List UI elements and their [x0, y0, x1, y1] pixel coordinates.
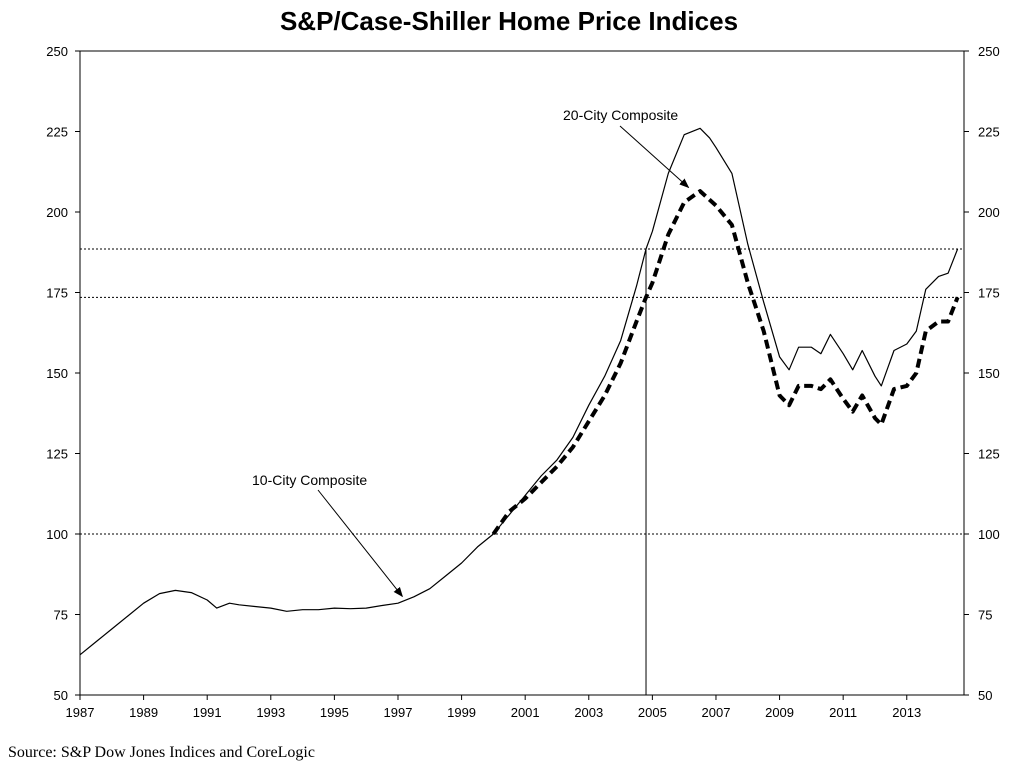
- y-tick-label-left: 150: [46, 366, 68, 381]
- y-tick-label-right: 225: [978, 125, 1000, 140]
- x-tick-label: 1995: [320, 705, 349, 720]
- x-tick-label: 1999: [447, 705, 476, 720]
- series-lines: [79, 127, 960, 656]
- y-tick-label-left: 175: [46, 286, 68, 301]
- annotation-arrow-20-city: [619, 125, 690, 189]
- y-tick-label-left: 200: [46, 205, 68, 220]
- y-tick-label-right: 125: [978, 447, 1000, 462]
- y-tick-label-right: 50: [978, 688, 992, 703]
- chart-title: S&P/Case-Shiller Home Price Indices: [279, 6, 739, 36]
- annotation-arrow-10-city: [317, 489, 403, 598]
- x-tick-label: 2009: [765, 705, 794, 720]
- x-tick-label: 1993: [256, 705, 285, 720]
- y-tick-label-left: 75: [54, 608, 68, 623]
- x-tick-label: 2011: [829, 705, 857, 720]
- x-tick-label: 2013: [892, 705, 921, 720]
- x-tick-label: 1989: [129, 705, 158, 720]
- x-tick-label: 2005: [638, 705, 667, 720]
- annotation-20-city: 20-City Composite: [563, 107, 678, 123]
- y-tick-label-left: 100: [46, 527, 68, 542]
- y-tick-label-right: 250: [978, 44, 1000, 59]
- y-tick-label-left: 250: [46, 44, 68, 59]
- annotations: 10-City Composite 20-City Composite: [252, 107, 690, 598]
- x-tick-label: 1991: [193, 705, 222, 720]
- plot-frame: [79, 50, 965, 696]
- y-tick-label-right: 100: [978, 527, 1000, 542]
- x-tick-label: 1987: [66, 705, 95, 720]
- series-line-20-city: [491, 189, 960, 536]
- y-tick-label-left: 225: [46, 125, 68, 140]
- y-axis-left: 50 75 100 125 150 175 200 225 250: [46, 44, 80, 703]
- source-note: Source: S&P Dow Jones Indices and CoreLo…: [8, 744, 315, 761]
- x-tick-label: 2003: [574, 705, 603, 720]
- x-tick-label: 2007: [702, 705, 731, 720]
- y-tick-label-right: 200: [978, 205, 1000, 220]
- reference-lines: [80, 248, 964, 695]
- y-tick-label-right: 75: [978, 608, 992, 623]
- x-tick-label: 2001: [511, 705, 540, 720]
- series-line-10-city: [79, 127, 959, 656]
- y-tick-label-right: 150: [978, 366, 1000, 381]
- y-tick-label-left: 50: [54, 688, 68, 703]
- annotation-10-city: 10-City Composite: [252, 472, 367, 488]
- y-tick-label-left: 125: [46, 447, 68, 462]
- y-tick-label-right: 175: [978, 286, 1000, 301]
- y-axis-right: 50 75 100 125 150 175 200 225 250: [964, 44, 1000, 703]
- x-tick-label: 1997: [384, 705, 413, 720]
- x-axis: 1987 1989 1991 1993 1995 1997 1999 2001 2003 2005…: [66, 695, 921, 720]
